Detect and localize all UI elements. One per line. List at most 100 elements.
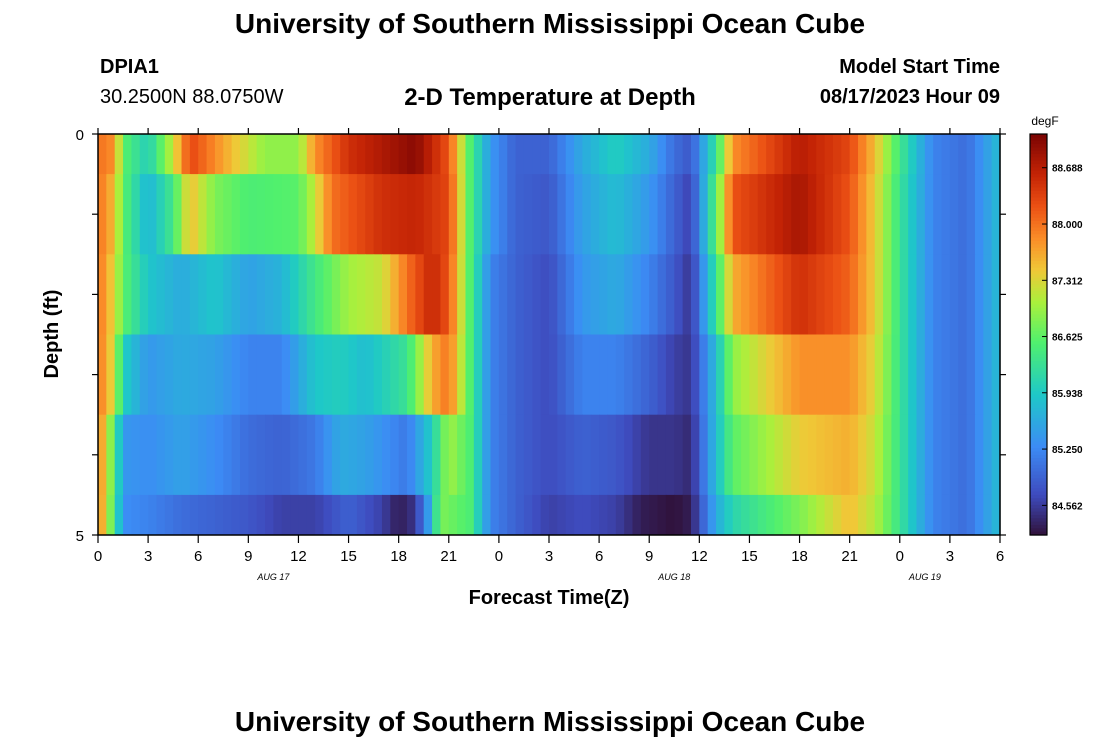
heatmap-cell [457,174,467,255]
heatmap-cell [448,414,458,496]
heatmap-cell [699,334,709,416]
heatmap-cell [156,334,166,416]
heatmap-cell [991,254,1001,335]
heatmap-cell [724,414,734,496]
heatmap-cell [181,254,191,335]
heatmap-cell [807,414,817,496]
colorbar-segment [1030,150,1047,155]
heatmap-cell [791,254,801,335]
heatmap-cell [632,494,642,536]
heatmap-cell [624,334,634,416]
heatmap-cell [916,174,926,255]
heatmap-cell [741,254,751,335]
heatmap-cell [348,134,358,175]
heatmap-cell [949,494,959,536]
heatmap-cell [983,334,993,416]
heatmap-cell [315,414,325,496]
heatmap-cell [106,334,116,416]
heatmap-cell [640,254,650,335]
heatmap-cell [440,254,450,335]
heatmap-cell [290,134,300,175]
heatmap-cell [899,414,909,496]
heatmap-cell [440,174,450,255]
heatmap-cell [523,174,533,255]
heatmap-cell [791,414,801,496]
heatmap-cell [807,134,817,175]
heatmap-cell [665,334,675,416]
colorbar-segment [1030,444,1047,449]
colorbar-segment [1030,361,1047,366]
heatmap-cell [381,494,391,536]
heatmap-cell [356,414,366,496]
heatmap-cell [682,334,692,416]
heatmap-cell [657,134,667,175]
heatmap-cell [874,174,884,255]
heatmap-cell [390,134,400,175]
heatmap-cell [515,254,525,335]
heatmap-cell [415,414,425,496]
heatmap-cell [498,254,508,335]
heatmap-cell [448,254,458,335]
heatmap-cell [523,254,533,335]
x-tick-label: 18 [390,548,407,565]
heatmap-cell [340,174,350,255]
colorbar-segment [1030,240,1047,245]
heatmap-cell [874,414,884,496]
heatmap-cell [816,134,826,175]
heatmap-cell [874,494,884,536]
heatmap-cell [523,334,533,416]
heatmap-cell [891,334,901,416]
heatmap-cell [181,134,191,175]
heatmap-cell [799,414,809,496]
colorbar-segment [1030,167,1047,172]
heatmap-cell [381,134,391,175]
x-tick-label: 6 [996,548,1004,565]
heatmap-cell [381,174,391,255]
heatmap-cell [991,334,1001,416]
heatmap-cell [899,334,909,416]
heatmap-cell [265,174,274,255]
heatmap-cell [707,334,717,416]
heatmap-cell [866,254,876,335]
heatmap-cell [123,334,133,416]
colorbar-segment [1030,461,1047,466]
heatmap-cell [423,334,433,416]
heatmap-cell [515,334,525,416]
heatmap-cell [782,414,792,496]
heatmap-cell [716,494,725,536]
heatmap-cell [841,134,851,175]
heatmap-cell [239,334,249,416]
heatmap-cell [690,254,700,335]
heatmap-cell [766,254,776,335]
heatmap-cell [983,174,993,255]
colorbar-segment [1030,170,1047,175]
heatmap-cell [749,414,759,496]
colorbar-segment [1030,194,1047,199]
heatmap-cell [549,254,558,335]
heatmap-cell [791,134,801,175]
x-tick-label: 18 [791,548,808,565]
heatmap-cell [498,414,508,496]
colorbar-segment [1030,177,1047,182]
heatmap-cell [782,334,792,416]
heatmap-cell [298,494,308,536]
heatmap-cell [816,414,826,496]
heatmap-cell [557,174,567,255]
heatmap-cell [164,254,174,335]
heatmap-cell [924,174,934,255]
heatmap-cell [114,174,124,255]
colorbar-segment [1030,174,1047,179]
heatmap-cell [791,174,801,255]
heatmap-cell [457,254,467,335]
colorbar-tick-label: 85.250 [1052,445,1083,456]
heatmap-cell [281,254,291,335]
heatmap-cell [457,494,467,536]
colorbar-segment [1030,514,1047,519]
heatmap-cell [732,334,742,416]
heatmap-cell [523,134,533,175]
heatmap-cell [649,174,659,255]
heatmap-cell [532,254,542,335]
colorbar-segment [1030,217,1047,222]
heatmap-cell [766,134,776,175]
heatmap-cell [791,334,801,416]
